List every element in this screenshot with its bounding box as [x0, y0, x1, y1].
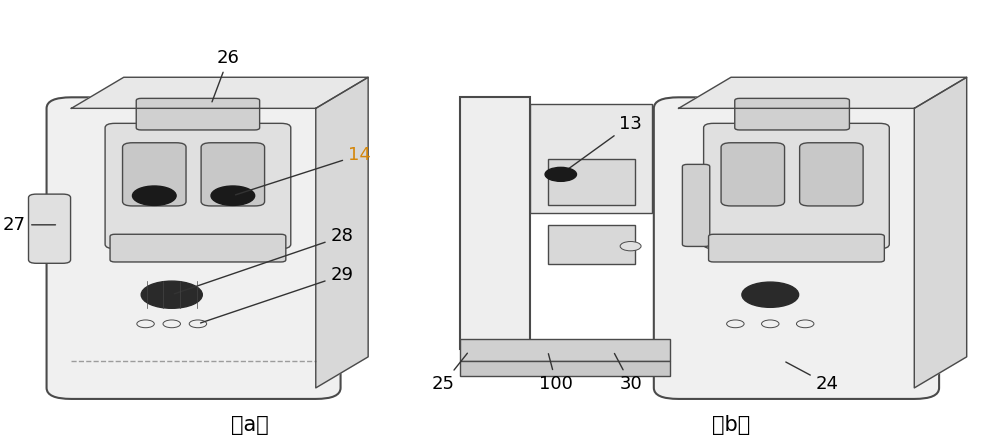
Circle shape	[545, 167, 576, 181]
Text: 14: 14	[235, 146, 371, 195]
Circle shape	[137, 320, 154, 328]
Text: 26: 26	[212, 49, 240, 102]
Text: 29: 29	[201, 266, 353, 323]
Text: 28: 28	[174, 227, 353, 294]
Circle shape	[796, 320, 814, 328]
Text: 100: 100	[539, 354, 573, 393]
FancyBboxPatch shape	[709, 234, 884, 262]
FancyBboxPatch shape	[136, 99, 260, 130]
Text: 27: 27	[3, 216, 55, 234]
FancyBboxPatch shape	[654, 97, 939, 399]
FancyBboxPatch shape	[721, 143, 785, 206]
FancyBboxPatch shape	[201, 143, 265, 206]
FancyBboxPatch shape	[735, 99, 849, 130]
Polygon shape	[914, 77, 967, 388]
Text: （b）: （b）	[712, 415, 750, 435]
FancyBboxPatch shape	[704, 123, 889, 249]
FancyBboxPatch shape	[47, 97, 341, 399]
Bar	[548, 159, 635, 206]
Bar	[548, 225, 635, 264]
Ellipse shape	[141, 281, 202, 308]
Circle shape	[762, 320, 779, 328]
Text: （a）: （a）	[231, 415, 269, 435]
Text: 30: 30	[614, 353, 642, 393]
Circle shape	[189, 320, 207, 328]
FancyBboxPatch shape	[682, 164, 710, 246]
FancyBboxPatch shape	[800, 143, 863, 206]
Polygon shape	[71, 77, 368, 108]
Text: 13: 13	[563, 115, 642, 173]
Circle shape	[620, 242, 641, 251]
Circle shape	[727, 320, 744, 328]
FancyBboxPatch shape	[460, 97, 530, 349]
Text: 24: 24	[786, 362, 839, 393]
Polygon shape	[679, 77, 967, 108]
FancyBboxPatch shape	[123, 143, 186, 206]
Circle shape	[132, 186, 176, 206]
Polygon shape	[316, 77, 368, 388]
FancyBboxPatch shape	[29, 194, 71, 263]
Bar	[460, 339, 670, 361]
Circle shape	[211, 186, 255, 206]
FancyBboxPatch shape	[105, 123, 291, 249]
FancyBboxPatch shape	[110, 234, 286, 262]
Bar	[530, 104, 652, 213]
Bar	[460, 361, 670, 376]
Circle shape	[163, 320, 180, 328]
Text: 25: 25	[431, 353, 467, 393]
Ellipse shape	[742, 282, 799, 307]
